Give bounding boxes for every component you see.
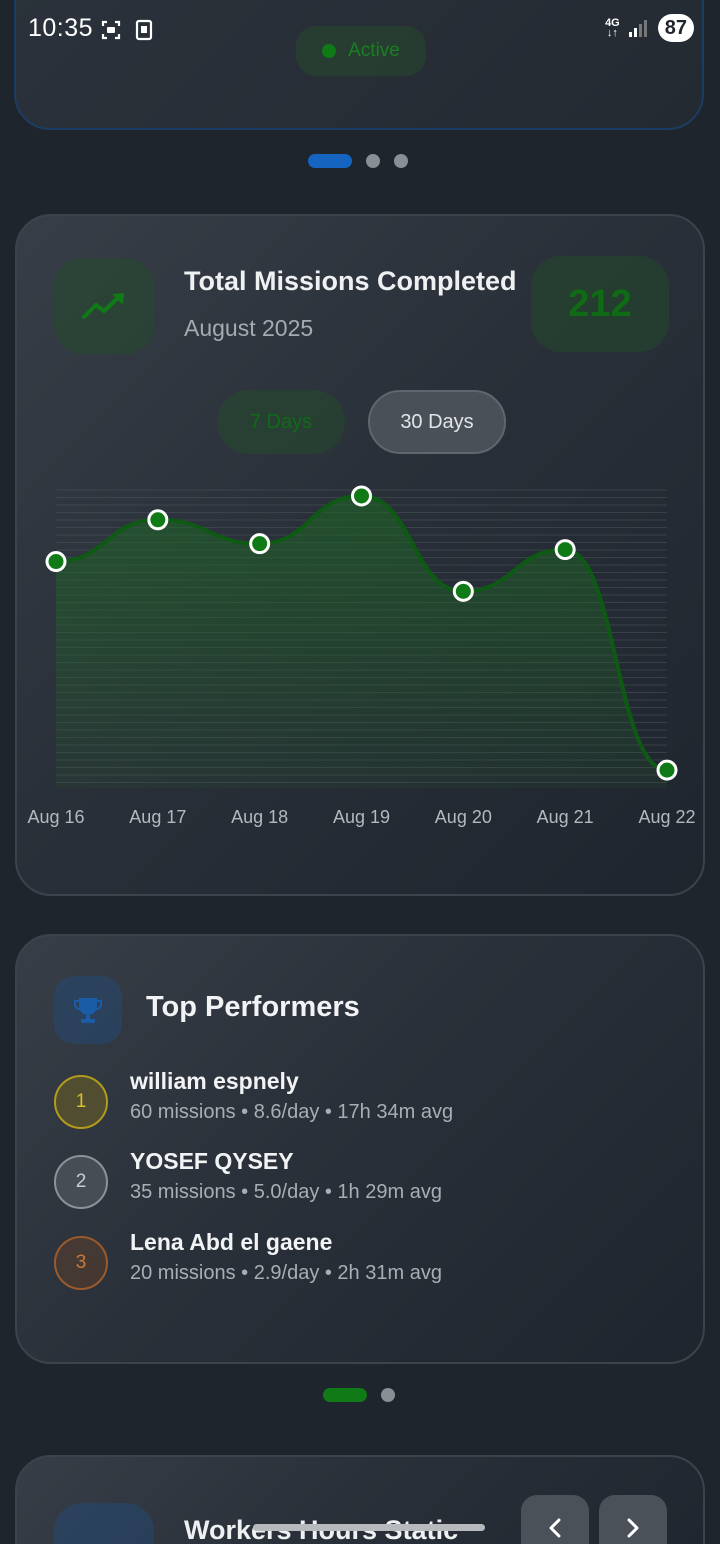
data-point[interactable] — [45, 551, 67, 573]
active-dot-icon — [322, 44, 337, 58]
next-button[interactable] — [599, 1495, 667, 1544]
data-point[interactable] — [452, 580, 474, 602]
performer-row[interactable]: 2 YOSEF QYSEY 35 missions • 5.0/day • 1h… — [54, 1148, 674, 1222]
x-tick-label: Aug 21 — [537, 807, 594, 827]
signal-icon — [628, 20, 647, 37]
rank-badge-silver: 2 — [54, 1155, 108, 1209]
performers-title: Top Performers — [146, 991, 360, 1023]
performer-stats: 35 missions • 5.0/day • 1h 29m avg — [130, 1181, 442, 1203]
home-indicator[interactable] — [253, 1524, 485, 1531]
status-card[interactable]: Active — [14, 0, 704, 130]
chart-area — [56, 495, 667, 788]
active-status-label: Active — [348, 40, 400, 61]
performer-name: william espnely — [130, 1068, 299, 1094]
missions-period: August 2025 — [184, 315, 314, 341]
chart-points — [45, 485, 678, 781]
data-point[interactable] — [351, 485, 372, 507]
performer-row[interactable]: 1 william espnely 60 missions • 8.6/day … — [54, 1068, 674, 1142]
network-type: 4G ↓↑ — [605, 17, 620, 39]
sim-card-icon — [135, 19, 153, 41]
page-dot[interactable] — [366, 154, 380, 168]
chevron-left-icon — [549, 1518, 561, 1538]
page-dot-active[interactable] — [323, 1388, 367, 1402]
x-tick-label: Aug 22 — [638, 807, 695, 827]
active-status-badge: Active — [296, 26, 426, 76]
performer-stats: 60 missions • 8.6/day • 17h 34m avg — [130, 1101, 454, 1123]
data-point[interactable] — [554, 539, 576, 561]
missions-card: Total Missions Completed August 2025 212… — [15, 214, 705, 896]
previous-button[interactable] — [521, 1495, 589, 1544]
performer-row[interactable]: 3 Lena Abd el gaene 20 missions • 2.9/da… — [54, 1229, 674, 1303]
x-tick-label: Aug 18 — [231, 807, 288, 827]
missions-count-badge: 212 — [531, 256, 669, 352]
x-tick-label: Aug 16 — [27, 807, 84, 827]
status-bar: 10:35 4G ↓↑ 87 — [0, 0, 720, 60]
data-point[interactable] — [147, 509, 169, 531]
status-time: 10:35 — [28, 14, 94, 42]
page-dot-active[interactable] — [308, 154, 352, 168]
missions-chart: Aug 16 Aug 17 Aug 18 Aug 19 Aug 20 Aug 21 Aug … — [27, 485, 696, 827]
status-right: 4G ↓↑ 87 — [605, 14, 694, 42]
chart-x-labels: Aug 16 Aug 17 Aug 18 Aug 19 Aug 20 Aug 21 Aug … — [27, 807, 695, 827]
chevron-right-icon — [627, 1518, 639, 1538]
clock-icon — [54, 1503, 154, 1544]
top-performers-card: Top Performers 1 william espnely 60 miss… — [15, 934, 705, 1364]
range-30-days-button[interactable]: 30 Days — [368, 390, 506, 454]
carousel-indicator-top — [308, 154, 408, 168]
data-point[interactable] — [656, 759, 678, 781]
page-dot[interactable] — [381, 1388, 395, 1402]
x-tick-label: Aug 17 — [129, 807, 186, 827]
range-7-days-button[interactable]: 7 Days — [217, 390, 345, 454]
performer-name: Lena Abd el gaene — [130, 1229, 333, 1255]
performer-name: YOSEF QYSEY — [130, 1148, 294, 1174]
data-point[interactable] — [249, 533, 271, 555]
rank-badge-bronze: 3 — [54, 1236, 108, 1290]
carousel-indicator-bottom — [323, 1388, 395, 1402]
trending-up-icon — [54, 258, 154, 354]
x-tick-label: Aug 20 — [435, 807, 492, 827]
trophy-icon — [54, 976, 122, 1044]
performer-stats: 20 missions • 2.9/day • 2h 31m avg — [130, 1262, 442, 1284]
page-dot[interactable] — [394, 154, 408, 168]
x-tick-label: Aug 19 — [333, 807, 390, 827]
battery-indicator: 87 — [657, 14, 694, 42]
rank-badge-gold: 1 — [54, 1075, 108, 1129]
screenshot-icon — [101, 20, 121, 40]
missions-title: Total Missions Completed — [184, 266, 517, 296]
